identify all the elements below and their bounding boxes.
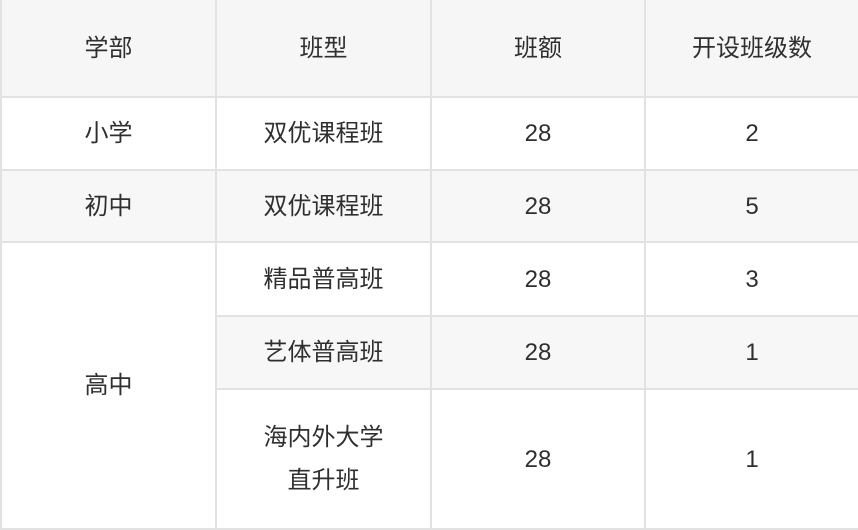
table-row-senior-3: 海内外大学 直升班 28 1 <box>1 388 858 530</box>
cell-num-classes: 1 <box>644 315 858 390</box>
cell-class-type: 双优课程班 <box>215 96 432 171</box>
header-cell-num-classes: 开设班级数 <box>644 0 858 98</box>
table-row-junior: 初中 双优课程班 28 5 <box>0 169 858 243</box>
cell-department: 初中 <box>0 169 217 243</box>
cell-num-classes: 1 <box>644 388 858 530</box>
cell-class-type: 艺体普高班 <box>215 315 432 390</box>
header-cell-department: 学部 <box>0 0 217 98</box>
cell-class-size: 28 <box>430 241 646 317</box>
header-row: 学部 班型 班额 开设班级数 <box>0 0 858 98</box>
cell-department: 小学 <box>0 96 217 171</box>
cell-class-size: 28 <box>430 169 646 243</box>
table-header: 学部 班型 班额 开设班级数 <box>0 0 858 98</box>
table-row-primary: 小学 双优课程班 28 2 <box>0 96 858 171</box>
header-cell-class-type: 班型 <box>215 0 432 98</box>
cell-class-size: 28 <box>430 388 646 530</box>
cell-class-size: 28 <box>430 315 646 390</box>
table-row-senior-2: 艺体普高班 28 1 <box>1 315 858 390</box>
cell-class-type-line-1: 海内外大学 <box>263 424 384 451</box>
table-body: 小学 双优课程班 28 2 初中 双优课程班 28 5 高中 精品普高班 28 … <box>0 96 858 530</box>
cell-class-size: 28 <box>430 96 646 171</box>
cell-class-type: 双优课程班 <box>215 169 432 243</box>
header-cell-class-size: 班额 <box>430 0 646 98</box>
table-row-senior-1: 高中 精品普高班 28 3 <box>0 241 858 530</box>
cell-department-merged: 高中 <box>0 241 217 530</box>
cell-class-type-line-2: 直升班 <box>287 467 360 494</box>
cell-class-type: 海内外大学 直升班 <box>215 388 432 530</box>
cell-num-classes: 5 <box>644 169 858 243</box>
cell-class-type: 精品普高班 <box>215 241 432 317</box>
cell-num-classes: 2 <box>644 96 858 171</box>
cell-num-classes: 3 <box>644 241 858 317</box>
